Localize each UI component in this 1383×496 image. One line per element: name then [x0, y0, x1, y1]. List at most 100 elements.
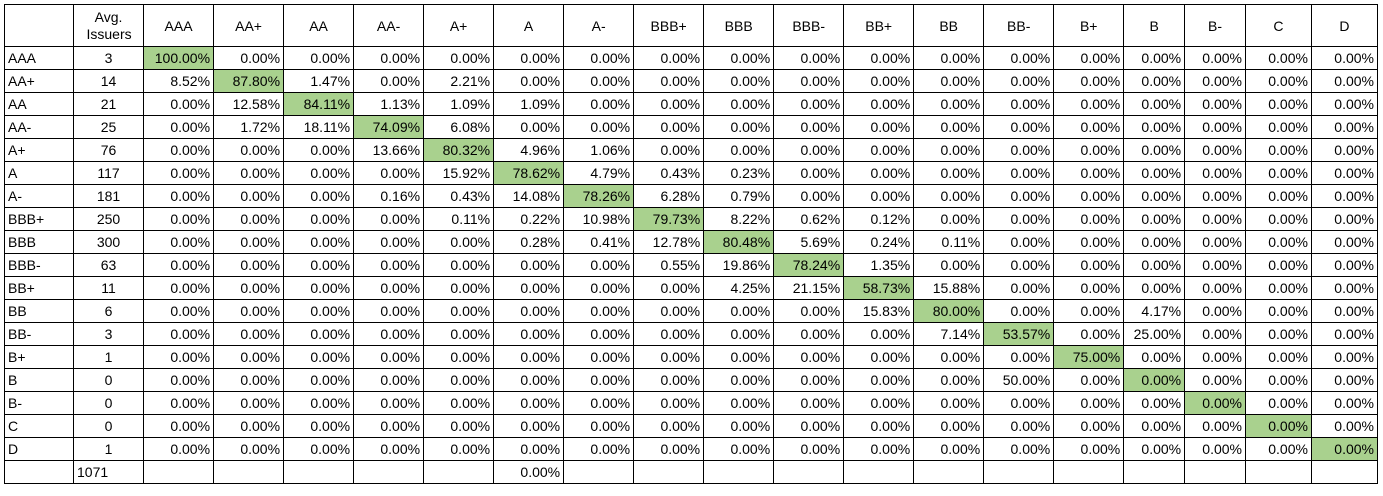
issuer-count: 14 — [72, 69, 145, 93]
matrix-cell: 0.00% — [1184, 368, 1246, 392]
matrix-cell: 0.00% — [1123, 138, 1186, 162]
matrix-cell: 0.00% — [1310, 207, 1379, 231]
matrix-cell: 0.00% — [843, 46, 915, 70]
matrix-cell: 0.00% — [913, 437, 985, 461]
matrix-cell: 1.13% — [353, 92, 425, 116]
matrix-cell: 0.00% — [773, 184, 845, 208]
matrix-cell: 0.00% — [633, 299, 705, 323]
issuer-count: 0 — [72, 368, 145, 392]
diagonal-cell: 0.00% — [1184, 391, 1246, 415]
matrix-cell: 0.00% — [983, 138, 1055, 162]
table-row: BB- 3 0.00% 0.00% 0.00% 0.00% 0.00% 0.00% 0.00% 0… — [4, 322, 1379, 346]
matrix-cell: 0.00% — [843, 161, 915, 185]
matrix-cell: 0.00% — [1123, 276, 1186, 300]
matrix-cell: 0.00% — [353, 414, 425, 438]
matrix-cell: 0.00% — [143, 161, 215, 185]
column-header-bbb: BBB — [703, 4, 775, 47]
matrix-cell: 0.00% — [703, 115, 775, 139]
matrix-cell: 0.00% — [1310, 115, 1379, 139]
matrix-cell: 14.08% — [493, 184, 565, 208]
matrix-cell: 0.00% — [1184, 230, 1246, 254]
matrix-cell: 0.00% — [493, 368, 565, 392]
matrix-cell: 0.00% — [213, 368, 285, 392]
matrix-cell: 0.00% — [1123, 184, 1186, 208]
issuer-count: 21 — [72, 92, 145, 116]
matrix-cell: 0.00% — [1053, 253, 1125, 277]
matrix-cell: 0.00% — [1053, 391, 1125, 415]
matrix-cell: 0.00% — [143, 207, 215, 231]
matrix-cell: 0.00% — [423, 414, 495, 438]
matrix-cell: 6.08% — [423, 115, 495, 139]
table-row: B 0 0.00% 0.00% 0.00% 0.00% 0.00% 0.00% 0.00% 0.0… — [4, 368, 1379, 392]
matrix-cell: 0.43% — [633, 161, 705, 185]
table-row: D 1 0.00% 0.00% 0.00% 0.00% 0.00% 0.00% 0.00% 0.0… — [4, 437, 1379, 461]
matrix-cell: 25.00% — [1123, 322, 1186, 346]
matrix-cell: 1.47% — [283, 69, 355, 93]
total-cell — [423, 460, 495, 484]
row-label: AA — [4, 92, 74, 116]
matrix-cell: 0.00% — [1053, 161, 1125, 185]
matrix-cell: 0.00% — [283, 161, 355, 185]
matrix-cell: 0.00% — [1244, 207, 1312, 231]
matrix-cell: 0.00% — [1123, 161, 1186, 185]
matrix-cell: 0.00% — [213, 437, 285, 461]
matrix-cell: 0.00% — [283, 184, 355, 208]
column-header-c: C — [1244, 4, 1312, 47]
matrix-cell: 0.00% — [1310, 276, 1379, 300]
header-row: Avg. Issuers AAA AA+ AA AA- A+ A A- BBB+ BBB BBB- B… — [4, 4, 1379, 47]
diagonal-cell: 58.73% — [843, 276, 915, 300]
matrix-cell: 0.00% — [703, 92, 775, 116]
matrix-cell: 0.00% — [703, 437, 775, 461]
matrix-cell: 0.00% — [983, 161, 1055, 185]
matrix-cell: 0.00% — [1184, 46, 1246, 70]
matrix-cell: 0.00% — [913, 115, 985, 139]
matrix-cell: 0.00% — [1123, 391, 1186, 415]
matrix-cell: 0.00% — [143, 391, 215, 415]
column-header-b-plus: B+ — [1053, 4, 1125, 47]
issuer-count: 63 — [72, 253, 145, 277]
matrix-cell: 0.00% — [1184, 253, 1246, 277]
total-cell — [913, 460, 985, 484]
matrix-cell: 0.00% — [493, 299, 565, 323]
column-header-b-minus: B- — [1184, 4, 1246, 47]
matrix-cell: 0.00% — [1123, 115, 1186, 139]
diagonal-cell: 78.62% — [493, 161, 565, 185]
row-label: BB — [4, 299, 74, 323]
total-cell — [703, 460, 775, 484]
column-header-b: B — [1123, 4, 1186, 47]
matrix-cell: 6.28% — [633, 184, 705, 208]
matrix-cell: 0.00% — [1053, 276, 1125, 300]
matrix-cell: 0.00% — [423, 368, 495, 392]
matrix-cell: 0.00% — [1184, 115, 1246, 139]
matrix-cell: 0.00% — [1053, 414, 1125, 438]
matrix-cell: 0.28% — [493, 230, 565, 254]
matrix-cell: 21.15% — [773, 276, 845, 300]
matrix-cell: 0.00% — [563, 368, 635, 392]
table-row: B+ 1 0.00% 0.00% 0.00% 0.00% 0.00% 0.00% 0.00% 0.… — [4, 345, 1379, 369]
matrix-cell: 0.24% — [843, 230, 915, 254]
matrix-cell: 0.00% — [1184, 276, 1246, 300]
matrix-cell: 15.88% — [913, 276, 985, 300]
diagonal-cell: 78.24% — [773, 253, 845, 277]
matrix-cell: 0.00% — [493, 276, 565, 300]
total-cell — [1123, 460, 1186, 484]
matrix-cell: 0.00% — [563, 437, 635, 461]
total-cell — [1053, 460, 1125, 484]
matrix-cell: 0.00% — [353, 345, 425, 369]
matrix-cell: 0.00% — [633, 69, 705, 93]
transition-matrix-table: Avg. Issuers AAA AA+ AA AA- A+ A A- BBB+ BBB BBB- B… — [4, 4, 1379, 484]
matrix-cell: 0.00% — [633, 138, 705, 162]
matrix-cell: 0.00% — [633, 437, 705, 461]
matrix-cell: 0.00% — [1244, 230, 1312, 254]
matrix-cell: 0.00% — [283, 207, 355, 231]
table-row: A- 181 0.00% 0.00% 0.00% 0.16% 0.43% 14.08% 78.2… — [4, 184, 1379, 208]
matrix-cell: 18.11% — [283, 115, 355, 139]
matrix-cell: 0.00% — [353, 253, 425, 277]
matrix-cell: 0.00% — [423, 253, 495, 277]
matrix-cell: 0.11% — [423, 207, 495, 231]
matrix-cell: 0.00% — [493, 437, 565, 461]
matrix-cell: 0.00% — [1244, 299, 1312, 323]
matrix-cell: 0.00% — [1053, 92, 1125, 116]
matrix-cell: 0.00% — [1184, 299, 1246, 323]
matrix-cell: 0.00% — [983, 391, 1055, 415]
